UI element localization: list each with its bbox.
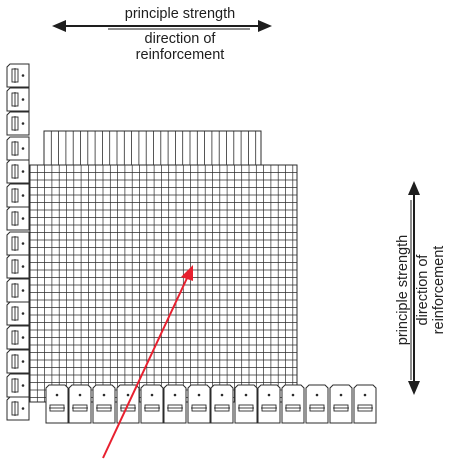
left-connector-block	[6, 183, 30, 208]
bottom-connector-block	[68, 384, 92, 424]
left-connector-block	[6, 206, 30, 231]
bottom-connector-row	[45, 384, 377, 424]
top-direction-label: direction of	[144, 31, 216, 47]
left-connector-block	[6, 87, 30, 112]
left-connector-block	[6, 373, 30, 398]
left-connector-block	[6, 231, 30, 256]
left-connector-block	[6, 254, 30, 279]
bottom-connector-block	[187, 384, 211, 424]
left-connector-block	[6, 325, 30, 350]
bottom-connector-block	[234, 384, 258, 424]
left-connector-block	[6, 396, 30, 421]
bottom-connector-block	[257, 384, 281, 424]
front-grid-outline	[29, 164, 298, 403]
bottom-connector-block	[92, 384, 116, 424]
top-reinforcement-label: reinforcement	[135, 47, 225, 63]
bottom-connector-block	[281, 384, 305, 424]
top-strength-label: principle strength	[124, 6, 236, 22]
front-reinforcement-grid	[29, 164, 298, 403]
red-pointer-arrow	[102, 265, 193, 459]
bottom-connector-block	[140, 384, 164, 424]
left-connector-block	[6, 301, 30, 326]
left-connector-column	[6, 63, 30, 421]
left-connector-block	[6, 63, 30, 88]
left-connector-block	[6, 278, 30, 303]
left-connector-block	[6, 159, 30, 184]
left-connector-block	[6, 111, 30, 136]
bottom-connector-block	[329, 384, 353, 424]
bottom-connector-block	[163, 384, 187, 424]
left-connector-block	[6, 136, 30, 161]
horizontal-direction-arrow	[52, 20, 272, 32]
left-connector-block	[6, 349, 30, 374]
bottom-connector-block	[353, 384, 377, 424]
bottom-connector-block	[45, 384, 69, 424]
bottom-connector-block	[210, 384, 234, 424]
bottom-connector-block	[305, 384, 329, 424]
vertical-direction-arrow	[408, 181, 420, 395]
